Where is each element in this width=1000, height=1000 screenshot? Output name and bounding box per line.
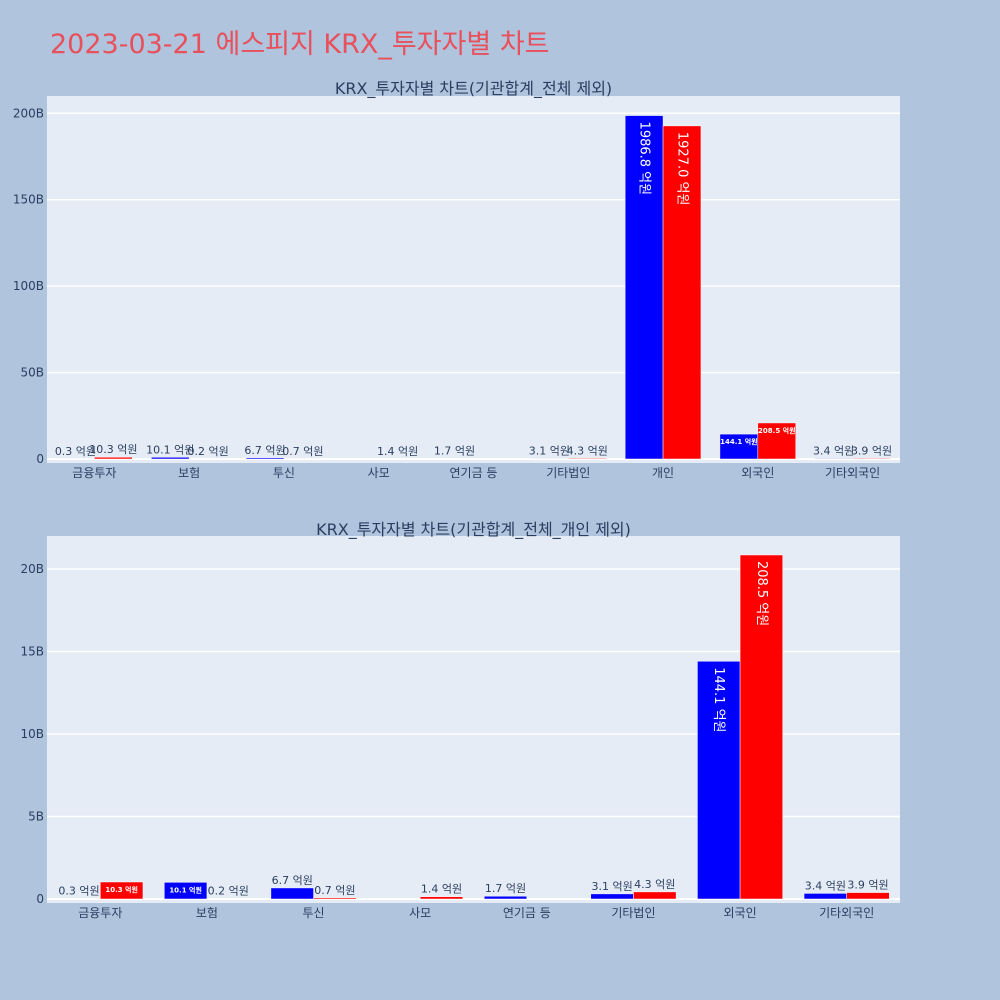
bar	[624, 115, 664, 460]
data-label: 1.7 억원	[485, 882, 526, 895]
chart-title: KRX_투자자별 차트(기관합계_전체 제외)	[335, 79, 612, 99]
chart-2: 0 5B 10B 15B 20B KRX_투자자별 차트(기관합계_전체_개인 제외) 금융…	[20, 520, 900, 920]
y-tick-label: 200B	[13, 106, 44, 120]
data-label: 1.4 억원	[377, 445, 418, 458]
data-label: 10.1 억원	[169, 885, 202, 894]
data-label: 10.3 억원	[105, 885, 138, 894]
data-label: 0.2 억원	[208, 885, 249, 898]
x-tick-label: 사모	[409, 906, 431, 920]
data-label: 1.7 억원	[434, 445, 475, 458]
bar	[483, 895, 528, 900]
bar	[719, 433, 759, 460]
y-tick-label: 0	[36, 892, 44, 906]
data-label: 0.2 억원	[188, 445, 229, 458]
x-tick-label: 기타외국인	[825, 466, 880, 480]
data-label: 3.4 억원	[805, 879, 846, 892]
x-tick-label: 연기금 등	[503, 906, 551, 920]
data-label: 4.3 억원	[634, 878, 675, 891]
bar	[164, 882, 208, 900]
bar	[662, 125, 702, 460]
x-tick-label: 보험	[178, 466, 200, 480]
data-label: 0.3 억원	[58, 885, 99, 898]
data-label: 3.4 억원	[813, 444, 854, 457]
bar	[697, 660, 741, 900]
data-label: 144.1 억원	[720, 437, 757, 446]
bar	[590, 893, 634, 900]
data-label: 0.7 억원	[282, 445, 323, 458]
bar	[568, 458, 607, 460]
data-label: 3.9 억원	[847, 879, 888, 892]
y-tick-label: 15B	[20, 645, 44, 659]
data-label: 144.1 억원	[711, 667, 726, 732]
bar	[803, 893, 847, 900]
data-label: 1.4 억원	[421, 883, 462, 896]
bar	[313, 897, 357, 900]
chart-1: 0 50B 100B 150B 200B KRX_투자자별 차트(기관합계_전체 제외) 금…	[13, 79, 900, 480]
x-tick-label: 기타외국인	[819, 906, 874, 920]
bar	[530, 458, 569, 460]
y-tick-label: 20B	[20, 562, 44, 576]
bar	[94, 456, 133, 460]
x-tick-label: 금융투자	[78, 906, 122, 920]
plot-area	[47, 96, 900, 463]
bar	[100, 881, 144, 900]
data-label: 6.7 억원	[272, 874, 313, 887]
x-tick-label: 기타법인	[611, 906, 655, 920]
y-tick-label: 100B	[13, 279, 44, 293]
bar	[245, 457, 285, 460]
y-tick-label: 50B	[20, 366, 44, 380]
x-tick-label: 투신	[273, 466, 295, 480]
x-tick-label: 금융투자	[72, 466, 116, 480]
y-tick-label: 0	[36, 452, 44, 466]
data-label: 208.5 억원	[758, 426, 795, 435]
bar	[151, 457, 190, 460]
data-label: 4.3 억원	[567, 444, 608, 457]
bar	[419, 896, 464, 900]
bar	[852, 458, 891, 460]
bar	[757, 422, 796, 460]
data-label: 6.7 억원	[244, 444, 285, 457]
data-label: 10.1 억원	[146, 443, 194, 456]
data-label: 3.1 억원	[591, 880, 632, 893]
data-label: 10.3 억원	[89, 443, 137, 456]
data-label: 0.3 억원	[55, 445, 96, 458]
data-label: 1927.0 억원	[675, 132, 690, 206]
x-tick-label: 외국인	[741, 466, 774, 480]
bar	[739, 554, 783, 900]
bar	[270, 887, 314, 900]
data-label: 3.1 억원	[529, 444, 570, 457]
x-tick-label: 연기금 등	[450, 466, 498, 480]
x-tick-label: 외국인	[724, 906, 757, 920]
data-label: 3.9 억원	[851, 444, 892, 457]
x-tick-label: 사모	[368, 466, 390, 480]
x-tick-label: 보험	[196, 906, 218, 920]
chart-title: KRX_투자자별 차트(기관합계_전체_개인 제외)	[316, 520, 631, 540]
data-label: 0.7 억원	[314, 884, 355, 897]
bar	[814, 458, 853, 460]
x-tick-label: 개인	[652, 466, 674, 480]
x-tick-label: 투신	[303, 906, 325, 920]
y-tick-label: 10B	[20, 727, 44, 741]
y-tick-label: 150B	[13, 193, 44, 207]
bar	[633, 891, 677, 900]
x-tick-label: 기타법인	[546, 466, 590, 480]
page-title: 2023-03-21 에스피지 KRX_투자자별 차트	[50, 29, 550, 60]
data-label: 1986.8 억원	[637, 122, 652, 196]
y-tick-label: 5B	[28, 810, 44, 824]
bar	[846, 892, 890, 900]
data-label: 208.5 억원	[754, 561, 769, 626]
